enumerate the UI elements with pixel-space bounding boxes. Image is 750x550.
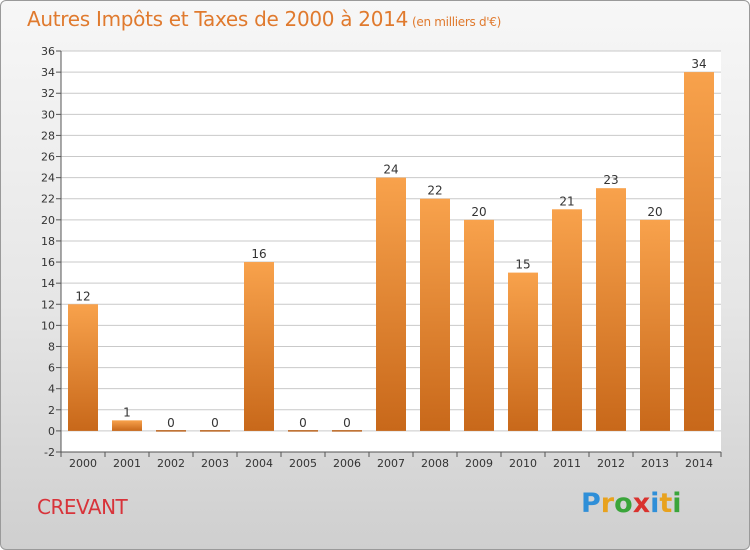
y-tick-label: 16	[41, 256, 55, 269]
x-tick-label: 2003	[201, 457, 229, 470]
y-tick-label: 10	[41, 319, 55, 332]
bars	[68, 72, 714, 432]
y-tick-label: 22	[41, 193, 55, 206]
y-tick-label: -2	[44, 446, 55, 459]
x-tick-label: 2011	[553, 457, 581, 470]
x-tick-label: 2008	[421, 457, 449, 470]
y-tick-label: 20	[41, 214, 55, 227]
bar	[464, 219, 494, 431]
bar-value-label: 0	[211, 416, 219, 430]
bar-value-label: 0	[299, 416, 307, 430]
bar-value-label: 22	[427, 184, 442, 198]
x-tick-label: 2005	[289, 457, 317, 470]
y-tick-label: 24	[41, 172, 55, 185]
bar	[552, 209, 582, 431]
logo-letter: i	[672, 488, 682, 519]
x-tick-label: 2014	[685, 457, 713, 470]
logo-letter: r	[600, 488, 615, 519]
y-tick-label: 36	[41, 45, 55, 58]
logo-letter: x	[632, 488, 651, 519]
x-tick-label: 2001	[113, 457, 141, 470]
x-tick-label: 2000	[69, 457, 97, 470]
bar	[244, 262, 274, 431]
x-tick-labels: 2000 2001 2002 2003 2004 2005 2006 2007 2008 2009…	[69, 457, 713, 470]
y-tick-label: 2	[48, 404, 55, 417]
y-tick-label: 12	[41, 298, 55, 311]
y-tick-label: 4	[48, 383, 55, 396]
bar-value-label: 0	[343, 416, 351, 430]
bar-value-label: 1	[123, 405, 131, 419]
chart-title-unit: (en milliers d'€)	[412, 15, 502, 29]
y-tick-label: 32	[41, 87, 55, 100]
bar-value-label: 15	[515, 258, 530, 272]
data-labels: 12 1 0 0 16 0 0 24 22 20 15 21 23 20 34	[75, 57, 706, 430]
logo-letter: t	[659, 488, 673, 519]
chart-title: Autres Impôts et Taxes de 2000 à 2014 (en…	[27, 7, 501, 31]
x-tick-label: 2004	[245, 457, 273, 470]
y-tick-label: 8	[48, 340, 55, 353]
bar	[508, 272, 538, 431]
x-tick-label: 2012	[597, 457, 625, 470]
bar-value-label: 23	[603, 173, 618, 187]
x-tick-label: 2009	[465, 457, 493, 470]
y-tick-label: 6	[48, 362, 55, 375]
y-tick-label: 26	[41, 151, 55, 164]
y-tick-label: 0	[48, 425, 55, 438]
bar	[596, 188, 626, 431]
y-tick-label: 14	[41, 277, 55, 290]
y-tick-label: 30	[41, 108, 55, 121]
y-tick-label: 18	[41, 235, 55, 248]
bar-value-label: 20	[647, 205, 662, 219]
x-tick-label: 2010	[509, 457, 537, 470]
logo-letter: o	[614, 488, 633, 519]
bar	[420, 198, 450, 431]
bar	[640, 219, 670, 431]
bar	[68, 304, 98, 431]
bar-value-label: 16	[251, 247, 266, 261]
logo-letter: P	[581, 488, 601, 519]
y-tick-label: 28	[41, 129, 55, 142]
x-tick-label: 2002	[157, 457, 185, 470]
bar-value-label: 21	[559, 194, 574, 208]
bar	[112, 420, 142, 431]
x-tick-label: 2006	[333, 457, 361, 470]
commune-name: CREVANT	[37, 495, 128, 519]
bar-value-label: 34	[691, 57, 706, 71]
logo-letter: i	[650, 488, 660, 519]
bar-value-label: 12	[75, 289, 90, 303]
chart-title-main: Autres Impôts et Taxes de 2000 à 2014	[27, 7, 408, 31]
bar-value-label: 0	[167, 416, 175, 430]
bar-value-label: 20	[471, 205, 486, 219]
y-tick-label: 34	[41, 66, 55, 79]
axes	[56, 50, 722, 457]
x-tick-label: 2013	[641, 457, 669, 470]
proxiti-logo: Proxiti	[581, 488, 682, 519]
x-tick-label: 2007	[377, 457, 405, 470]
bar	[376, 177, 406, 431]
bar-value-label: 24	[383, 163, 398, 177]
bar	[684, 72, 714, 431]
